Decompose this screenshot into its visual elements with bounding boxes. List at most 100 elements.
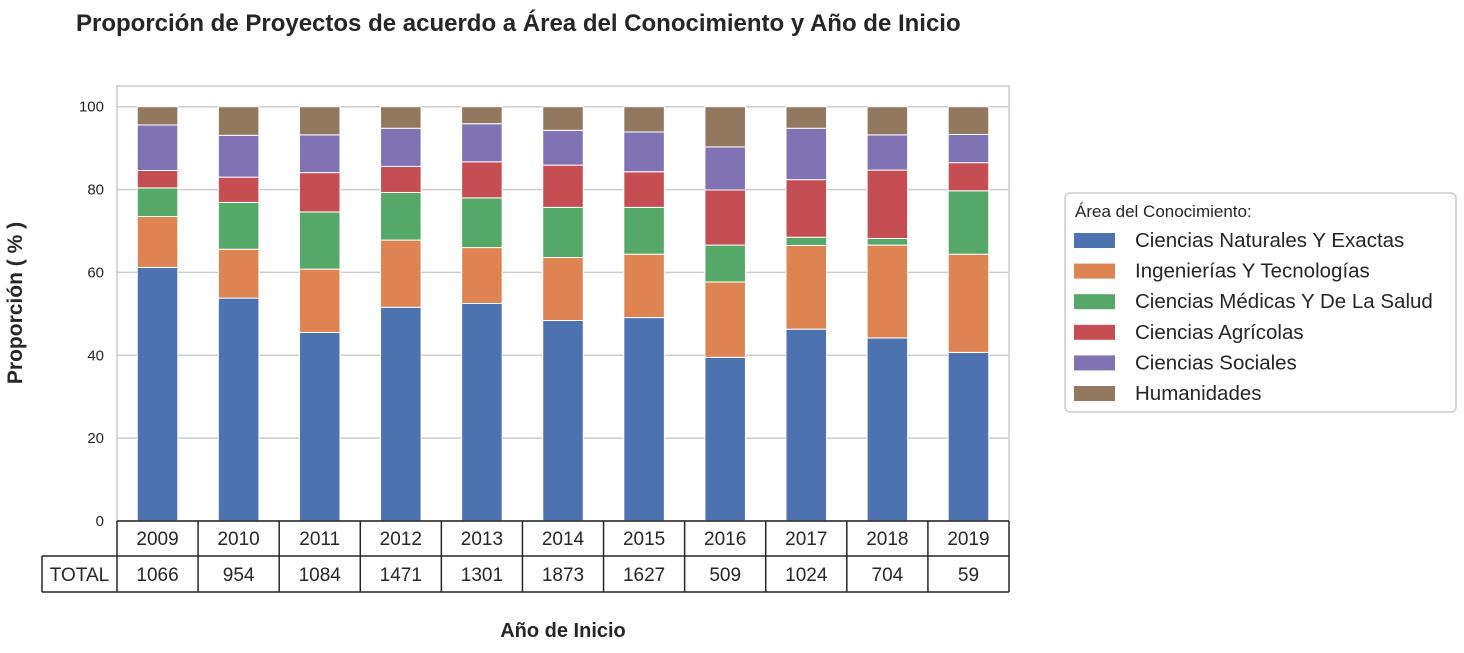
bar-segment-2019-s1: [947, 253, 990, 353]
legend-swatch-1: [1074, 263, 1115, 279]
x-tick-label: 2010: [217, 529, 259, 550]
legend-label-1: Ingenierías Y Tecnologías: [1135, 260, 1370, 283]
bar-segment-2017-s1: [785, 245, 828, 330]
legend-swatch-5: [1074, 386, 1115, 401]
bar-segment-2009-s0: [136, 266, 179, 522]
bar-segment-2010-s5: [217, 106, 260, 136]
legend-swatch-0: [1074, 233, 1115, 248]
bar-segment-2015-s0: [623, 317, 665, 522]
bar-segment-2013-s0: [461, 303, 503, 522]
bar-segment-2014-s5: [542, 106, 584, 131]
x-tick-label: 2014: [542, 529, 585, 550]
x-tick-label: 2018: [866, 529, 908, 550]
table-total-value: 1024: [785, 565, 828, 586]
bar-segment-2015-s3: [623, 171, 665, 208]
bar-segment-2016-s0: [704, 356, 746, 522]
legend-label-5: Humanidades: [1135, 382, 1262, 405]
legend-box: [1064, 192, 1457, 413]
bar-segment-2016-s3: [704, 189, 746, 246]
x-tick-label: 2019: [947, 529, 989, 550]
bar-segment-2010-s4: [217, 134, 260, 178]
bar-segment-2015-s2: [623, 206, 665, 255]
bar-segment-2009-s5: [136, 106, 179, 126]
bar-segment-2018-s3: [866, 169, 909, 239]
chart-title: Proporción de Proyectos de acuerdo a Áre…: [76, 9, 961, 37]
bar-segment-2018-s4: [866, 134, 909, 171]
table-total-value: 954: [223, 565, 255, 586]
x-tick-label: 2017: [785, 529, 827, 550]
bar-segment-2018-s2: [866, 237, 909, 246]
bar-segment-2019-s2: [947, 190, 990, 255]
bar-segment-2010-s3: [217, 176, 260, 203]
bar-segment-2019-s4: [947, 133, 990, 164]
bar-segment-2014-s0: [542, 319, 584, 522]
bar-segment-2014-s3: [542, 164, 584, 208]
table-total-value: 1301: [461, 565, 503, 586]
bar-segment-2009-s3: [136, 170, 179, 189]
bar-segment-2011-s1: [298, 268, 341, 334]
bar-segment-2011-s4: [298, 134, 341, 174]
y-tick-label: 60: [87, 264, 104, 281]
bar-segment-2013-s1: [461, 247, 503, 304]
bar-segment-2016-s5: [704, 106, 746, 148]
bar-segment-2014-s4: [542, 129, 584, 166]
table-total-value: 1084: [299, 565, 342, 586]
y-tick-label: 40: [87, 347, 104, 364]
legend-label-4: Ciencias Sociales: [1135, 351, 1297, 374]
bar-segment-2015-s5: [623, 106, 665, 133]
x-axis-label: Año de Inicio: [500, 620, 626, 642]
bar-segment-2019-s0: [947, 351, 990, 522]
bar-segment-2019-s3: [947, 162, 990, 192]
legend-swatch-2: [1074, 294, 1115, 310]
bar-segment-2012-s1: [380, 239, 422, 308]
legend-swatch-3: [1074, 324, 1115, 340]
bar-segment-2016-s4: [704, 146, 746, 191]
bar-segment-2013-s5: [461, 106, 503, 125]
y-tick-label: 20: [87, 430, 104, 447]
bar-segment-2012-s3: [380, 165, 422, 193]
bar-segment-2015-s1: [623, 253, 665, 319]
legend-swatch-4: [1074, 355, 1115, 371]
x-tick-label: 2011: [299, 529, 340, 550]
bar-segment-2018-s5: [866, 106, 909, 136]
bar-segment-2018-s0: [866, 337, 909, 522]
table-total-value: 1873: [542, 565, 584, 586]
bar-segment-2011-s0: [298, 332, 341, 522]
x-tick-label: 2015: [623, 529, 665, 550]
y-tick-label: 100: [79, 99, 104, 116]
y-tick-label: 80: [87, 182, 104, 199]
x-tick-label: 2012: [380, 529, 422, 550]
bar-segment-2009-s1: [136, 216, 179, 268]
bar-segment-2013-s4: [461, 123, 503, 163]
bar-segment-2013-s2: [461, 197, 503, 249]
y-axis-label: Proporción ( % ): [4, 222, 27, 384]
bar-segment-2013-s3: [461, 161, 503, 199]
bar-segment-2011-s5: [298, 106, 341, 136]
bar-segment-2012-s5: [380, 106, 422, 129]
bar-segment-2017-s5: [785, 106, 828, 129]
legend-title: Área del Conocimiento:: [1075, 202, 1252, 221]
bar-segment-2017-s4: [785, 127, 828, 181]
legend-label-3: Ciencias Agrícolas: [1135, 321, 1304, 344]
legend-label-2: Ciencias Médicas Y De La Salud: [1135, 290, 1433, 313]
x-tick-label: 2016: [704, 529, 746, 550]
table-total-value: 59: [958, 565, 979, 586]
bar-segment-2019-s5: [947, 106, 990, 135]
bar-segment-2016-s1: [704, 281, 746, 358]
bar-segment-2017-s0: [785, 328, 828, 522]
bar-segment-2017-s3: [785, 179, 828, 238]
table-total-value: 704: [872, 565, 904, 586]
table-total-value: 509: [709, 565, 741, 586]
legend-label-0: Ciencias Naturales Y Exactas: [1135, 229, 1404, 252]
bar-segment-2012-s0: [380, 306, 422, 522]
x-tick-label: 2009: [136, 529, 178, 550]
table-row-label: TOTAL: [50, 565, 109, 586]
bar-segment-2015-s4: [623, 131, 665, 173]
y-tick-label: 0: [96, 513, 104, 530]
bar-segment-2012-s2: [380, 191, 422, 241]
bar-segment-2014-s2: [542, 206, 584, 259]
bar-segment-2009-s2: [136, 187, 179, 218]
bar-segment-2012-s4: [380, 127, 422, 167]
